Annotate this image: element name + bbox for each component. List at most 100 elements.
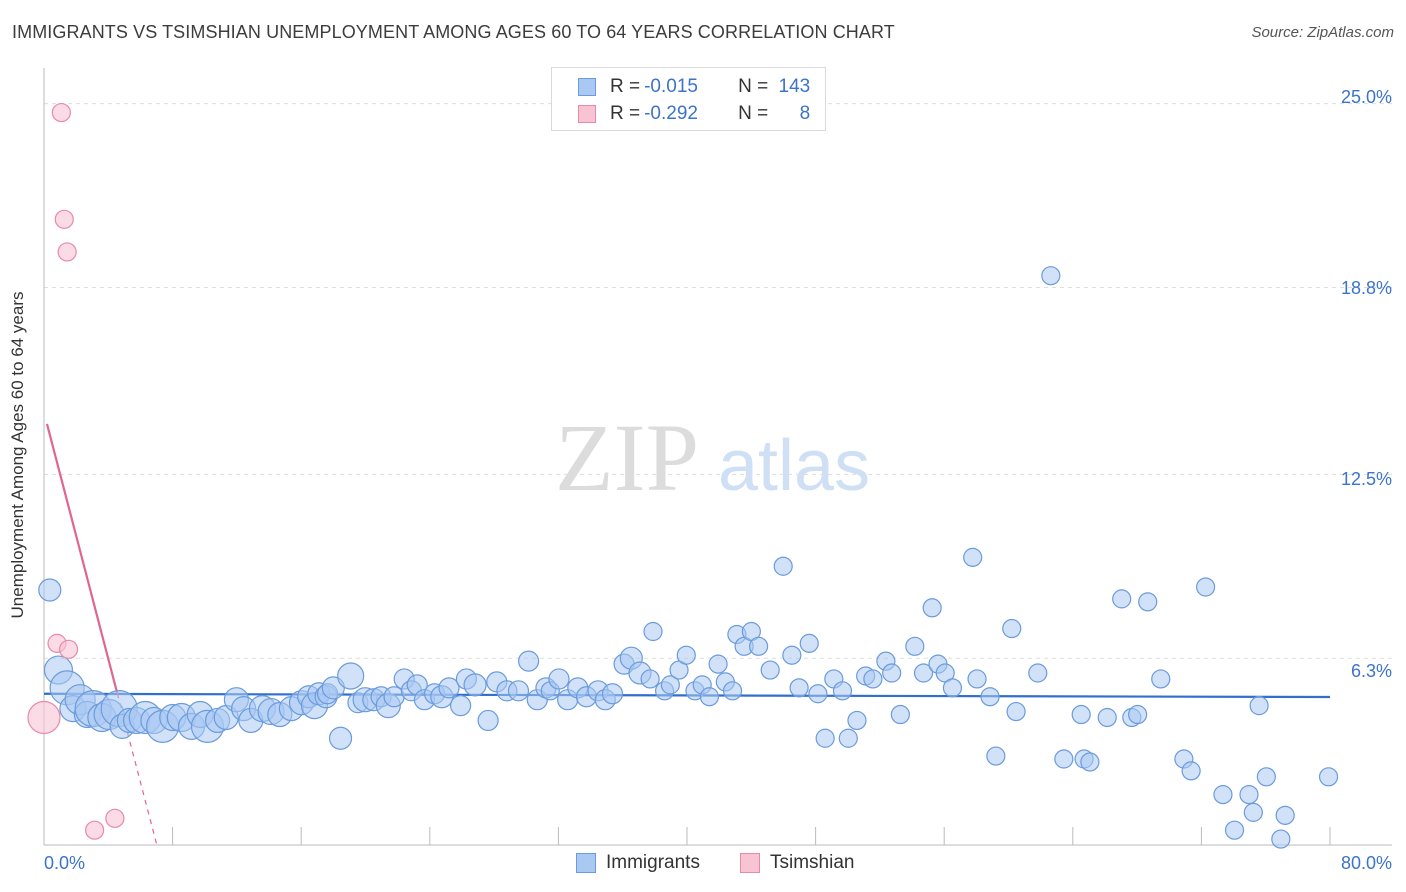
x-tick-label-min: 0.0%: [44, 853, 86, 873]
y-tick-label-12-5: 12.5%: [1340, 469, 1392, 489]
immigrants-point-59: [518, 650, 540, 672]
immigrants-point-118: [1041, 266, 1061, 286]
legend-swatch-immigrants: [578, 78, 596, 96]
immigrants-point-127: [1138, 592, 1158, 612]
immigrants-point-136: [1249, 696, 1269, 716]
immigrants-point-98: [838, 728, 858, 748]
immigrants-point-130: [1181, 761, 1201, 781]
immigrants-point-74: [643, 621, 663, 642]
immigrants-point-95: [815, 728, 835, 748]
immigrants-point-126: [1128, 704, 1148, 725]
n-value: 8: [799, 103, 811, 124]
immigrants-point-114: [986, 746, 1006, 766]
immigrants-point-91: [782, 645, 802, 665]
immigrants-point-134: [1239, 784, 1259, 805]
immigrants-point-63: [548, 668, 570, 690]
tsimshian-trend-line: [45, 423, 119, 694]
immigrants-point-38: [337, 662, 365, 690]
tsimshian-point-0: [51, 102, 71, 123]
r-value: -0.015: [644, 76, 698, 97]
immigrants-point-132: [1213, 784, 1233, 805]
immigrants-point-90: [773, 556, 793, 576]
series-legend: Immigrants Tsimshian: [0, 852, 1406, 878]
immigrants-point-89: [760, 660, 780, 680]
immigrants-point-111: [963, 547, 983, 567]
r-value: -0.292: [644, 103, 698, 124]
immigrants-point-82: [708, 654, 728, 674]
gridlines: [44, 103, 1392, 659]
immigrants-point-115: [1002, 618, 1022, 639]
immigrants-point-103: [882, 663, 902, 683]
legend-label-tsimshian: Tsimshian: [770, 852, 855, 873]
immigrants-point-37: [328, 726, 353, 750]
legend-swatch-immigrants: [576, 853, 596, 873]
immigrants-point-105: [905, 636, 925, 656]
legend-label-immigrants: Immigrants: [606, 852, 700, 873]
tsimshian-point-5: [58, 639, 79, 659]
immigrants-point-138: [1271, 829, 1291, 849]
correlation-legend: R = -0.015 N = 143 R = -0.292 N = 8: [551, 67, 826, 131]
tsimshian-point-1: [54, 209, 74, 229]
n-label: N =: [738, 103, 769, 124]
immigrants-point-88: [749, 636, 769, 656]
immigrants-point-51: [438, 677, 460, 699]
immigrants-point-128: [1151, 669, 1171, 689]
immigrants-point-140: [1318, 767, 1339, 787]
immigrants-point-113: [980, 687, 1000, 707]
immigrants-point-94: [808, 684, 828, 704]
y-axis-title: Unemployment Among Ages 60 to 64 years: [8, 291, 27, 619]
immigrants-point-123: [1097, 707, 1117, 728]
r-label: R =: [610, 76, 641, 97]
legend-swatch-tsimshian: [578, 105, 596, 123]
legend-row-tsimshian: R = -0.292 N = 8: [578, 101, 810, 127]
immigrants-point-73: [640, 669, 660, 689]
chart-source: Source: ZipAtlas.com: [1251, 24, 1394, 41]
immigrants-point-120: [1071, 704, 1091, 725]
immigrants-point-69: [601, 683, 624, 705]
immigrants-point-110: [942, 678, 963, 698]
immigrants-point-131: [1195, 577, 1216, 597]
legend-item-immigrants: Immigrants: [576, 852, 700, 874]
tsimshian-point-2: [57, 242, 77, 262]
immigrants-point-104: [890, 704, 910, 725]
immigrants-point-124: [1112, 589, 1132, 609]
immigrants-point-97: [832, 681, 853, 701]
immigrants-point-107: [922, 598, 942, 618]
tsimshian-point-3: [27, 700, 61, 735]
immigrants-point-92: [789, 678, 809, 698]
n-label: N =: [738, 76, 769, 97]
legend-swatch-tsimshian: [740, 853, 760, 873]
immigrants-point-84: [722, 681, 743, 701]
immigrants-point-55: [477, 709, 499, 732]
immigrants-point-139: [1275, 805, 1295, 825]
watermark-zip: ZIP: [555, 404, 699, 511]
immigrants-point-117: [1028, 663, 1048, 683]
immigrants-point-76: [660, 675, 680, 695]
immigrants-point-78: [676, 645, 696, 665]
tsimshian-trend-extension: [116, 693, 158, 846]
immigrants-point-112: [967, 669, 987, 689]
immigrants-point-116: [1006, 701, 1026, 722]
legend-item-tsimshian: Tsimshian: [740, 852, 854, 874]
y-tick-label-6-3: 6.3%: [1350, 661, 1392, 681]
immigrants-point-133: [1224, 820, 1245, 840]
immigrants-point-54: [463, 673, 487, 697]
immigrants-point-106: [913, 663, 934, 683]
immigrants-point-119: [1054, 749, 1074, 769]
immigrants-point-81: [699, 687, 720, 707]
immigrants-point-58: [507, 680, 530, 702]
n-value: 143: [778, 76, 811, 97]
immigrants-point-0: [38, 578, 62, 602]
x-tick-label-max: 80.0%: [1340, 853, 1392, 873]
y-tick-label-25: 25.0%: [1340, 87, 1392, 107]
immigrants-point-93: [799, 633, 819, 653]
immigrants-point-122: [1080, 752, 1100, 772]
y-tick-label-18-8: 18.8%: [1340, 278, 1392, 298]
legend-row-immigrants: R = -0.015 N = 143: [578, 74, 810, 100]
watermark-atlas: atlas: [718, 426, 870, 506]
immigrants-point-101: [863, 669, 883, 689]
immigrants-point-52: [450, 695, 472, 717]
tsimshian-point-7: [105, 808, 125, 828]
tsimshian-point-6: [85, 820, 105, 840]
